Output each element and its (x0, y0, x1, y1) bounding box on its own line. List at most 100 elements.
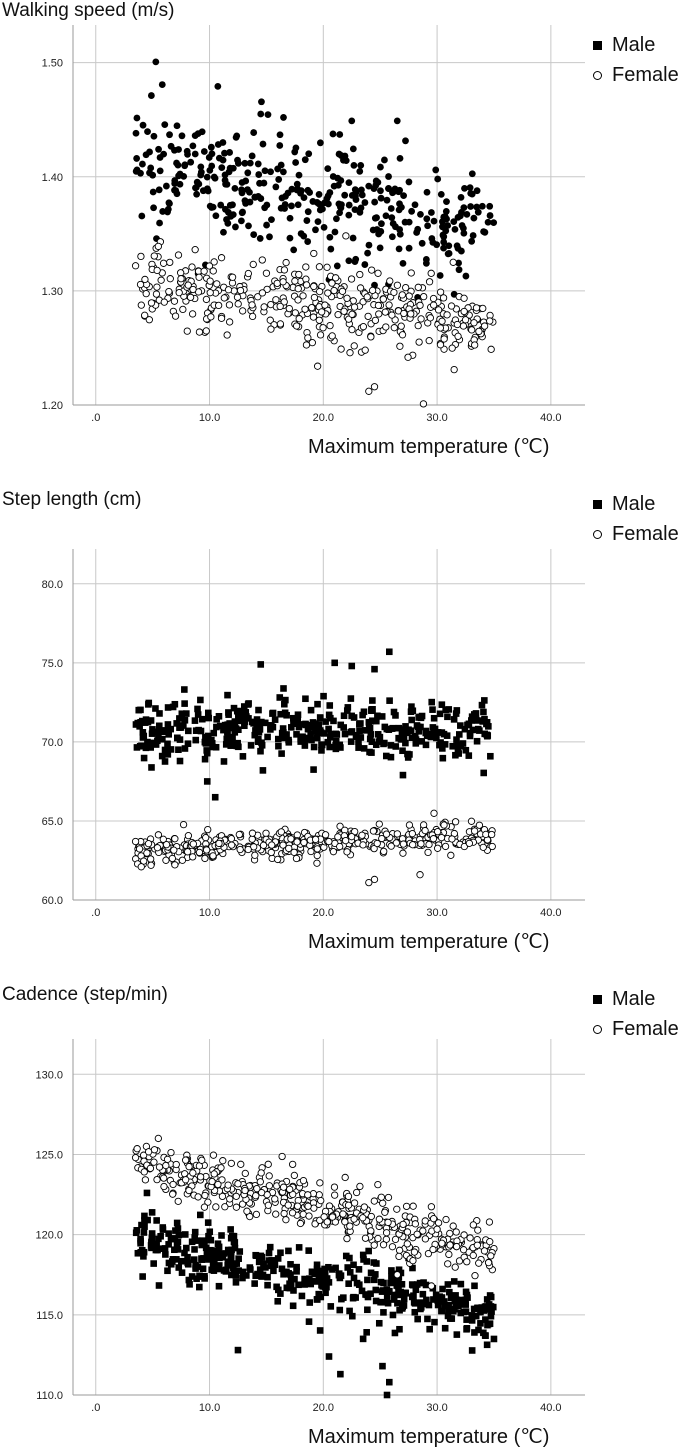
male-point (429, 724, 437, 731)
female-point (444, 1260, 452, 1268)
male-point (345, 201, 353, 209)
male-point (273, 1283, 280, 1291)
male-point (152, 741, 160, 748)
female-point (416, 871, 424, 879)
female-point (241, 1169, 249, 1178)
female-point (276, 320, 285, 328)
male-point (231, 1244, 239, 1252)
female-point (133, 1145, 141, 1153)
male-point (229, 733, 236, 741)
male-point (468, 1347, 476, 1354)
male-point (205, 714, 213, 722)
x-tick-label: 10.0 (199, 412, 220, 424)
male-point (466, 729, 474, 737)
male-point (277, 1290, 284, 1297)
male-point (164, 704, 172, 711)
male-point (306, 1299, 314, 1306)
female-point (393, 1271, 401, 1279)
male-point (155, 145, 162, 153)
male-point (452, 1292, 459, 1299)
male-point (346, 1307, 353, 1315)
male-point (140, 1229, 148, 1236)
y-tick-label: 70.0 (42, 737, 63, 749)
male-point (256, 722, 263, 730)
male-point (267, 168, 274, 176)
female-point (370, 1197, 378, 1205)
male-point (156, 219, 163, 227)
female-point (234, 1180, 242, 1188)
female-point (346, 1222, 354, 1230)
female-point (267, 325, 275, 333)
female-point (174, 251, 183, 259)
male-point (302, 721, 310, 729)
male-point (315, 191, 323, 198)
male-point (245, 715, 252, 722)
male-point (380, 1309, 387, 1316)
male-point (383, 1286, 391, 1293)
female-point (290, 848, 298, 856)
male-point (391, 1291, 398, 1299)
male-point (363, 1329, 370, 1336)
male-point (144, 128, 151, 135)
male-point (167, 725, 175, 733)
female-point (393, 830, 401, 838)
male-point (173, 122, 181, 130)
male-point (278, 750, 285, 757)
female-point (393, 281, 402, 289)
male-point (392, 712, 399, 719)
male-point (365, 241, 373, 249)
male-point (447, 1294, 455, 1302)
male-point (156, 167, 164, 175)
female-point (142, 289, 150, 298)
male-point (377, 163, 384, 171)
male-point (444, 713, 451, 721)
y-tick-label: 75.0 (42, 658, 63, 670)
male-point (268, 216, 275, 224)
female-point (379, 1241, 388, 1249)
female-point (374, 269, 382, 277)
female-point (165, 287, 173, 296)
male-point (277, 710, 284, 718)
male-point (158, 752, 166, 760)
male-point (133, 166, 141, 174)
male-point (471, 1282, 478, 1290)
male-point (225, 168, 233, 176)
male-point (135, 706, 143, 714)
female-point (421, 826, 429, 835)
female-point (463, 1258, 471, 1266)
female-point (292, 322, 301, 330)
female-point (169, 1190, 177, 1198)
male-point (376, 733, 384, 741)
female-point (287, 835, 295, 843)
female-point (293, 1202, 302, 1210)
male-point (209, 743, 216, 751)
female-circle-icon (590, 1024, 604, 1034)
male-point (173, 734, 181, 742)
male-point (132, 129, 140, 137)
male-point (417, 723, 424, 731)
male-point (474, 1304, 482, 1312)
male-point (210, 1267, 218, 1274)
male-point (320, 692, 327, 700)
male-point (275, 176, 283, 183)
female-point (417, 840, 425, 848)
female-point (460, 1231, 468, 1239)
male-point (212, 212, 220, 220)
female-point (248, 829, 257, 837)
male-point (279, 168, 287, 176)
male-point (167, 746, 175, 753)
female-point (241, 1186, 249, 1195)
male-point (191, 150, 199, 158)
male-point (422, 741, 430, 749)
female-point (243, 1207, 251, 1215)
female-point (225, 301, 234, 309)
male-point (302, 695, 309, 703)
male-point (235, 1255, 242, 1262)
male-point (259, 767, 267, 774)
male-point (423, 215, 431, 223)
female-point (452, 1242, 461, 1251)
female-point (232, 1192, 240, 1200)
female-point (273, 279, 281, 288)
legend-item-female: Female (590, 519, 679, 549)
female-point (147, 855, 155, 863)
